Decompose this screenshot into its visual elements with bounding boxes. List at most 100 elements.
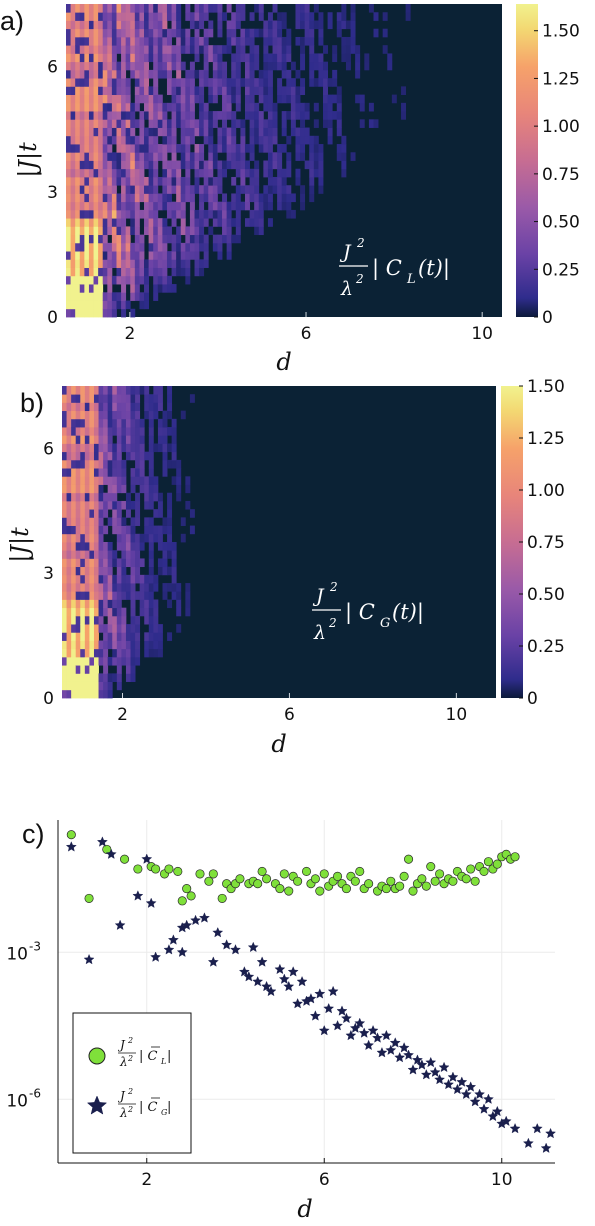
heatmap-cell <box>148 86 154 96</box>
heatmap-cell <box>235 193 241 203</box>
heatmap-cell <box>323 111 328 120</box>
heatmap-cell <box>153 53 159 63</box>
heatmap-cell <box>199 119 205 128</box>
heatmap-cell <box>111 193 117 203</box>
heatmap-cell <box>125 111 131 120</box>
heatmap-cell <box>171 583 177 592</box>
scatter-point-cg <box>181 919 193 930</box>
scatter-point-cg <box>163 944 175 955</box>
heatmap-cell <box>84 20 90 30</box>
scatter-point-cg <box>389 1037 401 1048</box>
heatmap-cell <box>98 492 104 502</box>
heatmap-cell <box>111 152 117 161</box>
heatmap-cell <box>75 566 81 576</box>
heatmap-cell <box>125 78 131 87</box>
heatmap-cell <box>121 251 127 260</box>
heatmap-cell <box>153 36 159 46</box>
heatmap-cell <box>144 451 150 461</box>
heatmap-cell <box>125 226 131 236</box>
heatmap-cell <box>102 69 108 79</box>
heatmap-cell <box>79 275 85 285</box>
heatmap-cell <box>185 135 191 145</box>
heatmap-cell <box>148 152 154 161</box>
heatmap-cell <box>244 61 250 71</box>
scatter-point-cg <box>482 1093 494 1104</box>
heatmap-cell <box>148 185 154 194</box>
svg-text:2: 2 <box>127 1105 133 1114</box>
heatmap-cell <box>121 102 127 112</box>
heatmap-cell <box>62 583 67 592</box>
heatmap-cell <box>208 53 214 63</box>
heatmap-cell <box>111 292 117 301</box>
heatmap-cell <box>88 284 94 293</box>
heatmap-cell <box>359 119 365 128</box>
heatmap-cell <box>139 451 145 461</box>
heatmap-cell <box>121 640 127 650</box>
heatmap-cell <box>79 94 85 104</box>
heatmap-cell <box>112 427 118 436</box>
heatmap-cell <box>80 386 86 395</box>
heatmap-cell <box>153 615 159 625</box>
scatter-point-cl <box>479 866 489 876</box>
heatmap-cell <box>111 28 117 38</box>
heatmap-cell <box>88 176 94 186</box>
heatmap-cell <box>102 168 108 178</box>
heatmap-cell <box>98 20 104 30</box>
heatmap-cell <box>125 492 131 502</box>
heatmap-cell <box>226 242 232 252</box>
heatmap-cell <box>84 386 90 395</box>
heatmap-cell <box>323 94 328 104</box>
heatmap-cell <box>199 234 205 244</box>
heatmap-cell <box>157 394 163 403</box>
heatmap-cell <box>203 160 209 170</box>
heatmap-cell <box>103 459 109 469</box>
svg-text:|: | <box>167 1100 171 1115</box>
heatmap-cell <box>98 451 104 461</box>
heatmap-cell <box>116 418 122 428</box>
heatmap-cell <box>162 583 168 592</box>
heatmap-cell <box>235 12 241 21</box>
heatmap-cell <box>258 135 264 145</box>
heatmap-cell <box>111 242 117 252</box>
heatmap-cell <box>199 102 205 112</box>
heatmap-cell <box>98 500 104 510</box>
heatmap-cell <box>217 127 223 137</box>
heatmap-cell <box>84 94 90 104</box>
heatmap-cell <box>148 127 154 137</box>
heatmap-cell <box>157 443 163 453</box>
heatmap-cell <box>235 201 241 211</box>
heatmap-cell <box>130 259 136 268</box>
heatmap-cell <box>84 476 90 485</box>
heatmap-cell <box>144 275 150 285</box>
heatmap-cell <box>162 443 168 453</box>
heatmap-cell <box>167 459 173 469</box>
x-tick-label: 6 <box>319 1170 330 1190</box>
heatmap-cell <box>130 242 136 252</box>
heatmap-cell <box>125 259 131 268</box>
heatmap-cell <box>166 160 172 170</box>
heatmap-cell <box>244 28 250 38</box>
heatmap-cell <box>267 69 273 79</box>
heatmap-cell <box>125 632 131 641</box>
heatmap-cell <box>199 242 205 252</box>
heatmap-cell <box>75 61 81 71</box>
heatmap-cell <box>125 435 131 444</box>
heatmap-cell <box>162 168 168 178</box>
heatmap-cell <box>135 648 141 658</box>
heatmap-cell <box>134 259 140 268</box>
heatmap-cell <box>318 144 324 153</box>
heatmap-cell <box>208 135 214 145</box>
heatmap-cell <box>217 185 223 194</box>
heatmap-cell <box>162 435 168 444</box>
scatter-point-cl <box>350 876 360 886</box>
heatmap-cell <box>226 160 232 170</box>
heatmap-cell <box>263 160 269 170</box>
heatmap-cell <box>263 53 269 63</box>
heatmap-cell <box>166 201 172 211</box>
heatmap-cell <box>70 275 76 285</box>
heatmap-cell <box>84 168 90 178</box>
heatmap-cell <box>267 193 273 203</box>
heatmap-cell <box>153 160 159 170</box>
heatmap-cell <box>70 20 76 30</box>
heatmap-cell <box>277 193 283 203</box>
